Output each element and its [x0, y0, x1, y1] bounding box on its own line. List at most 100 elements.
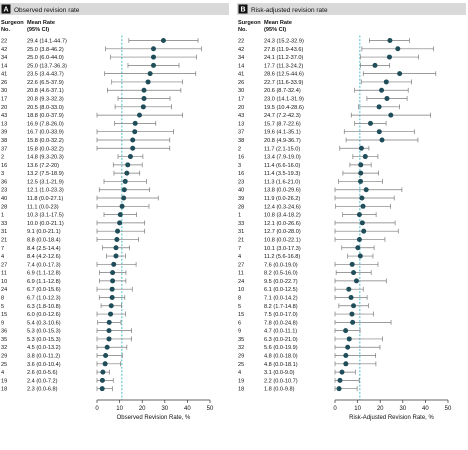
mean-point [337, 377, 343, 383]
surgeon-column-header: Surgeon [238, 20, 261, 26]
mean-rate-ci-label: 6.3 (1.8-10.8) [27, 304, 61, 310]
mean-point [127, 154, 133, 160]
mean-rate-ci-label: 2.4 (0.0-7.2) [27, 378, 58, 384]
mean-point [345, 344, 351, 350]
mean-rate-ci-label: 28.6 (12.5-44.6) [264, 72, 304, 78]
mean-rate-ci-label: 6.0 (0.0-12.6) [27, 312, 61, 318]
x-tick-label: 0 [95, 406, 99, 412]
surgeon-number: 23 [1, 188, 7, 194]
mean-point [346, 286, 352, 292]
mean-rate-ci-label: 6.7 (0.0-15.6) [27, 287, 61, 293]
mean-rate-ci-label: 10.0 (0.0-21.1) [27, 221, 64, 227]
mean-rate-ci-label: 10.1 (3.0-17.3) [264, 246, 301, 252]
mean-point [350, 319, 356, 325]
mean-rate-ci-label: 6.7 (1.0-12.3) [27, 295, 61, 301]
surgeon-number: 31 [1, 229, 7, 235]
mean-point [379, 87, 385, 93]
mean-rate-ci-label: 11.8 (0.0-27.1) [27, 196, 63, 202]
mean-point [359, 195, 365, 201]
surgeon-number: 15 [238, 312, 244, 318]
surgeon-number: 7 [238, 246, 241, 252]
mean-point [339, 369, 345, 375]
surgeon-number: 8 [1, 295, 4, 301]
surgeon-number: 3 [238, 163, 241, 169]
mean-rate-ci-label: 20.6 (8.7-32.4) [264, 88, 301, 94]
mean-point [99, 377, 105, 383]
mean-point [124, 170, 130, 176]
rate-column-header: Mean Rate [27, 20, 55, 26]
mean-point [388, 112, 394, 118]
rate-column-header-ci: (95% CI) [264, 27, 286, 33]
mean-rate-ci-label: 11.2 (5.6-16.8) [264, 254, 300, 260]
surgeon-number: 19 [238, 378, 244, 384]
surgeon-number: 36 [1, 329, 7, 335]
surgeon-number: 15 [1, 312, 7, 318]
surgeon-number: 13 [238, 121, 244, 127]
mean-point [358, 178, 364, 184]
mean-point [132, 129, 138, 135]
surgeon-number: 32 [1, 345, 7, 351]
mean-point [348, 294, 354, 300]
surgeon-number: 37 [1, 146, 7, 152]
mean-point [141, 87, 147, 93]
surgeon-number: 9 [238, 329, 241, 335]
mean-point [109, 286, 115, 292]
surgeon-number: 24 [1, 287, 7, 293]
x-tick-label: 20 [139, 406, 146, 412]
mean-point [386, 54, 392, 60]
mean-point [343, 328, 349, 334]
mean-point [363, 187, 369, 193]
mean-rate-ci-label: 16.7 (0.0-33.9) [27, 130, 64, 136]
surgeon-number: 26 [238, 80, 244, 86]
mean-point [130, 137, 136, 143]
surgeon-number: 19 [1, 378, 7, 384]
mean-rate-ci-label: 20.8 (4.9-36.7) [264, 138, 301, 144]
mean-point [346, 336, 352, 342]
mean-rate-ci-label: 6.9 (1.1-12.8) [27, 271, 61, 277]
mean-point [114, 236, 120, 242]
mean-rate-ci-label: 8.2 (1.7-14.8) [264, 304, 298, 310]
mean-rate-ci-label: 15.8 (0.0-32.2) [27, 138, 64, 144]
x-tick-label: 40 [184, 406, 191, 412]
mean-rate-ci-label: 16.9 (7.8-26.0) [27, 121, 64, 127]
mean-point [151, 54, 156, 60]
mean-point [151, 62, 156, 68]
mean-rate-ci-label: 24.3 (15.2-32.9) [264, 39, 304, 45]
mean-rate-ci-label: 7.1 (0.0-14.2) [264, 295, 298, 301]
surgeon-column-header-no: No. [238, 27, 247, 33]
mean-point [99, 386, 105, 392]
panel-title: Risk-adjusted revision rate [251, 7, 328, 14]
surgeon-number: 37 [238, 130, 244, 136]
surgeon-number: 39 [1, 130, 7, 136]
mean-point [115, 228, 121, 234]
surgeon-number: 2 [238, 146, 241, 152]
mean-point [136, 112, 142, 118]
mean-rate-ci-label: 29.4 (14.1-44.7) [27, 39, 67, 45]
surgeon-number: 42 [1, 47, 7, 53]
mean-rate-ci-label: 2.3 (0.0-6.8) [27, 387, 58, 393]
mean-rate-ci-label: 3.8 (0.0-11.2) [27, 354, 60, 360]
mean-rate-ci-label: 20.8 (9.3-32.3) [27, 97, 64, 103]
mean-point [336, 386, 342, 392]
mean-rate-ci-label: 7.4 (0.0-17.3) [27, 262, 61, 268]
mean-point [367, 120, 373, 126]
surgeon-number: 11 [238, 271, 244, 277]
mean-point [343, 353, 349, 359]
mean-rate-ci-label: 4.7 (0.0-11.1) [264, 329, 297, 335]
mean-point [110, 278, 116, 284]
mean-point [141, 96, 147, 102]
mean-rate-ci-label: 6.1 (0.0-12.5) [264, 287, 298, 293]
mean-point [395, 46, 401, 52]
surgeon-number: 16 [238, 171, 244, 177]
mean-rate-ci-label: 22.6 (6.5-37.9) [27, 80, 64, 86]
mean-rate-ci-label: 14.8 (9.3-20.3) [27, 155, 64, 161]
panel-header-band [0, 3, 229, 15]
surgeon-number: 3 [1, 171, 4, 177]
mean-rate-ci-label: 13.2 (7.5-18.9) [27, 171, 64, 177]
surgeon-number: 29 [238, 354, 244, 360]
surgeon-number: 14 [1, 63, 7, 69]
mean-point [355, 245, 361, 251]
mean-rate-ci-label: 24.1 (11.2-37.0) [264, 55, 304, 61]
mean-point [357, 253, 363, 259]
mean-point [349, 311, 355, 317]
